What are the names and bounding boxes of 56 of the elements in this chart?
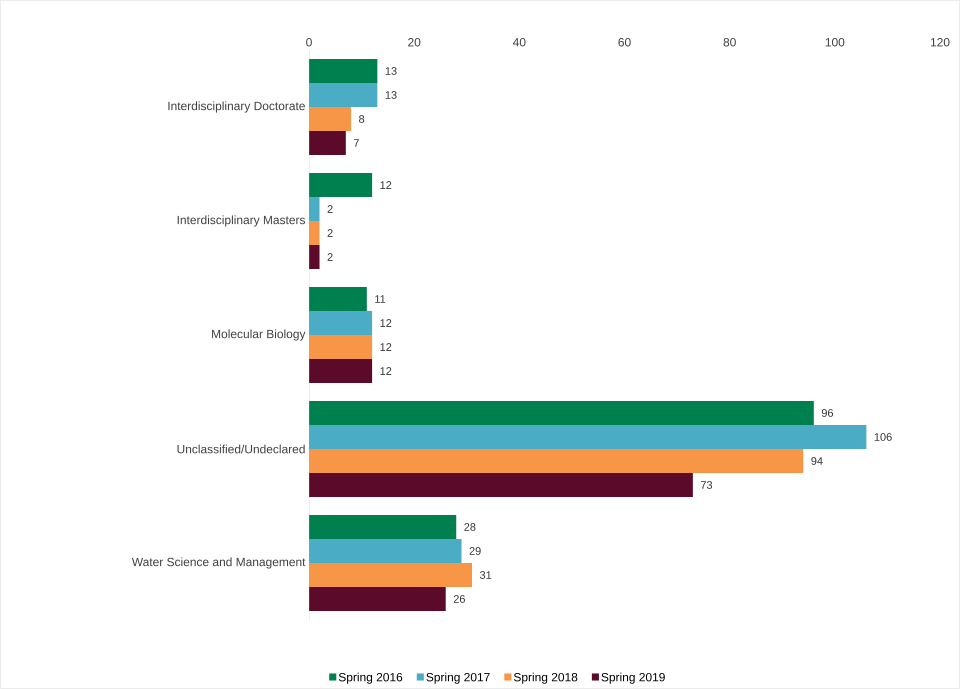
bar [309, 472, 693, 497]
bar [309, 130, 346, 155]
bar [309, 334, 372, 359]
data-label: 26 [454, 595, 465, 603]
bar [309, 448, 804, 473]
x-tick-label: 20 [408, 38, 420, 46]
legend-label: Spring 2019 [601, 672, 665, 684]
legend-label: Spring 2016 [338, 672, 402, 684]
legend-label: Spring 2018 [514, 672, 578, 684]
bar [309, 286, 367, 311]
x-tick-label: 120 [930, 38, 950, 46]
data-label: 29 [470, 547, 481, 555]
bar [309, 58, 378, 83]
bar [309, 514, 456, 539]
bar [309, 586, 446, 611]
data-label: 28 [464, 523, 476, 531]
x-tick-label: 60 [618, 38, 631, 46]
data-label: 12 [380, 181, 392, 189]
y-tick-label: Molecular Biology [212, 329, 306, 341]
data-label: 31 [480, 571, 492, 579]
bar [309, 82, 378, 107]
x-tick-label: 0 [306, 38, 312, 46]
bar [309, 220, 320, 245]
bar [309, 424, 866, 449]
bar [309, 310, 372, 335]
data-label: 2 [328, 205, 333, 213]
data-label: 2 [328, 229, 333, 237]
x-tick-label: 40 [512, 38, 526, 46]
bar [309, 244, 320, 269]
bar [309, 358, 372, 383]
data-label: 8 [359, 115, 364, 123]
data-label: 7 [354, 139, 359, 147]
legend-label: Spring 2017 [426, 672, 490, 684]
bar [309, 172, 372, 197]
bar [309, 562, 472, 587]
y-tick-label: Water Science and Management [132, 557, 306, 569]
bar [309, 400, 814, 425]
y-tick-label: Interdisciplinary Doctorate [168, 101, 305, 113]
bar [309, 538, 462, 563]
data-label: 12 [380, 343, 392, 351]
data-label: 13 [386, 67, 397, 75]
data-label: 11 [375, 295, 386, 303]
data-label: 13 [386, 91, 397, 99]
y-tick-label: Unclassified/Undeclared [177, 444, 305, 454]
x-tick-label: 80 [724, 38, 736, 46]
data-label: 2 [328, 253, 333, 261]
data-label: 96 [822, 409, 834, 417]
x-tick-label: 100 [826, 38, 844, 46]
y-tick-label: Interdisciplinary Masters [178, 215, 306, 227]
data-label: 12 [380, 319, 392, 327]
bar [309, 196, 320, 221]
data-label: 94 [811, 457, 823, 465]
bar [309, 106, 352, 131]
data-label: 73 [700, 481, 712, 489]
data-label: 106 [874, 433, 892, 441]
data-label: 12 [380, 367, 392, 375]
